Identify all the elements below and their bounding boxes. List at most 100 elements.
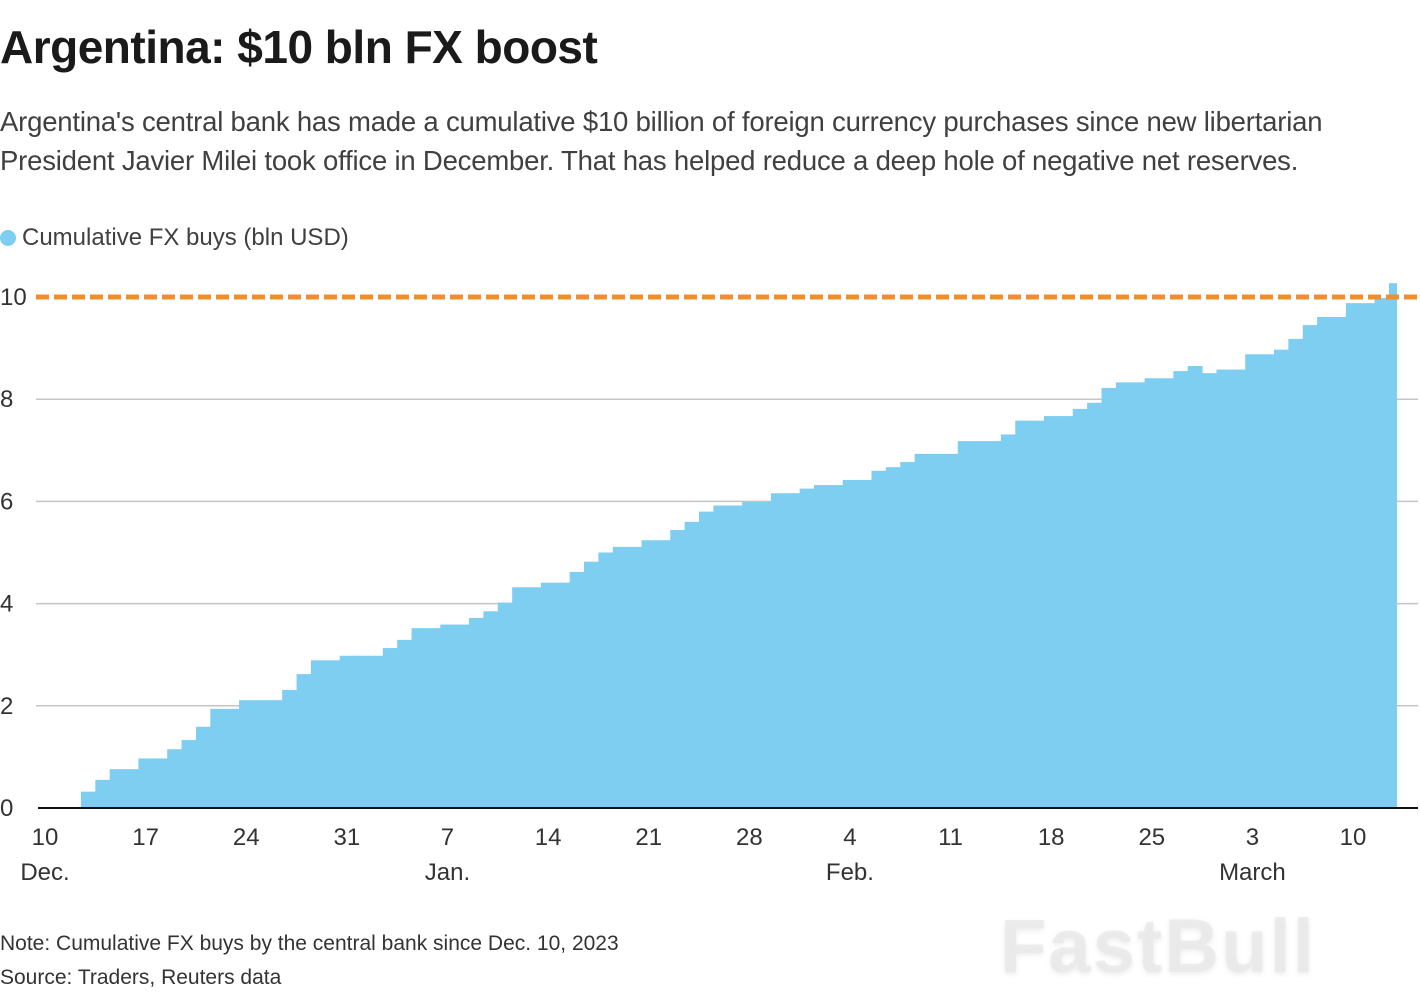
area-step bbox=[770, 493, 786, 808]
x-tick-label: 11 bbox=[938, 824, 963, 851]
area-step bbox=[296, 674, 312, 808]
area-step bbox=[325, 660, 341, 808]
area-step bbox=[1245, 354, 1261, 808]
area-step bbox=[957, 441, 973, 808]
area-step bbox=[727, 505, 743, 808]
x-tick-label: 17 bbox=[132, 824, 159, 851]
area-step bbox=[584, 561, 599, 808]
x-month-label: Dec. bbox=[20, 859, 69, 886]
x-month-label: March bbox=[1219, 859, 1286, 886]
area-step bbox=[943, 453, 959, 808]
x-tick-label: 14 bbox=[535, 824, 562, 851]
area-step bbox=[1388, 283, 1397, 808]
area-step bbox=[138, 758, 154, 808]
area-step bbox=[598, 552, 614, 808]
x-axis: 10 Dec. 17 24 31 7 Jan. 14 21 28 4 Feb. 11 18 25 3 March… bbox=[20, 807, 1418, 886]
y-tick-label: 2 bbox=[0, 693, 13, 720]
area-step bbox=[785, 493, 801, 808]
y-tick-label: 0 bbox=[0, 795, 13, 822]
area-step bbox=[699, 511, 714, 808]
chart-source: Source: Traders, Reuters data bbox=[0, 966, 282, 989]
area-step bbox=[569, 571, 585, 808]
area-step bbox=[1043, 416, 1059, 808]
area-step bbox=[152, 758, 168, 808]
area-step bbox=[253, 700, 269, 808]
y-tick-label: 4 bbox=[0, 591, 13, 618]
area-step bbox=[512, 587, 528, 808]
x-tick-label: 21 bbox=[635, 824, 662, 851]
area-step bbox=[382, 648, 398, 808]
area-step bbox=[612, 546, 628, 808]
area-step bbox=[1360, 303, 1376, 808]
area-step bbox=[1101, 387, 1117, 808]
area-step bbox=[857, 479, 873, 808]
area-step bbox=[1015, 420, 1031, 808]
area-step bbox=[655, 540, 671, 808]
area-step bbox=[181, 740, 197, 808]
x-tick-label: 18 bbox=[1038, 824, 1065, 851]
area-step bbox=[454, 624, 470, 808]
area-step bbox=[756, 501, 772, 808]
legend-label: Cumulative FX buys (bln USD) bbox=[22, 224, 349, 251]
area-step bbox=[986, 441, 1002, 808]
area-step bbox=[483, 611, 499, 808]
y-tick-label: 8 bbox=[0, 386, 13, 413]
area-step bbox=[1187, 365, 1203, 808]
area-step bbox=[1317, 316, 1332, 808]
area-step bbox=[339, 655, 355, 808]
area-step bbox=[1029, 420, 1045, 808]
area-step bbox=[80, 791, 96, 808]
area-step bbox=[828, 485, 844, 808]
area-step bbox=[397, 639, 413, 808]
area-step bbox=[842, 479, 858, 808]
area-step bbox=[469, 617, 484, 808]
y-tick-label: 6 bbox=[0, 488, 13, 515]
area-step bbox=[1288, 338, 1304, 808]
area-step bbox=[1115, 382, 1131, 808]
area-step bbox=[929, 453, 944, 808]
area-step bbox=[282, 689, 298, 808]
x-tick-label: 3 bbox=[1246, 824, 1259, 851]
y-axis: 0 2 4 6 8 10 bbox=[0, 284, 27, 822]
area-step bbox=[1216, 369, 1232, 808]
area-step bbox=[1374, 298, 1390, 808]
x-tick-label: 10 bbox=[32, 824, 59, 851]
x-tick-label: 7 bbox=[441, 824, 454, 851]
x-tick-label: 4 bbox=[843, 824, 856, 851]
x-month-label: Feb. bbox=[826, 859, 874, 886]
area-step bbox=[210, 708, 226, 808]
area-step bbox=[425, 628, 441, 808]
x-month-label: Jan. bbox=[425, 859, 470, 886]
area-step bbox=[627, 546, 643, 808]
area-step bbox=[1087, 402, 1102, 808]
area-step bbox=[684, 521, 700, 808]
area-step bbox=[1058, 416, 1074, 808]
area-step bbox=[124, 769, 139, 808]
x-tick-label: 25 bbox=[1138, 824, 1165, 851]
area-step bbox=[914, 453, 930, 808]
area-step bbox=[641, 540, 657, 808]
x-tick-label: 10 bbox=[1340, 824, 1367, 851]
area-step bbox=[555, 582, 571, 808]
area-step bbox=[1158, 378, 1174, 808]
area-step bbox=[411, 628, 427, 808]
area-step bbox=[871, 470, 887, 808]
area-step bbox=[713, 505, 729, 808]
area-step bbox=[1130, 382, 1146, 808]
area-step bbox=[354, 655, 369, 808]
area-step bbox=[440, 624, 456, 808]
area-step bbox=[1273, 349, 1289, 808]
area-step bbox=[95, 779, 111, 808]
area-step bbox=[526, 587, 542, 808]
area-step bbox=[167, 749, 183, 808]
area-step bbox=[799, 488, 815, 808]
area-step bbox=[368, 655, 384, 808]
area-step bbox=[1202, 373, 1217, 808]
chart-note: Note: Cumulative FX buys by the central … bbox=[0, 932, 619, 955]
area-step bbox=[972, 441, 987, 808]
legend-swatch bbox=[0, 230, 16, 246]
y-tick-label: 10 bbox=[0, 284, 27, 311]
area-step bbox=[900, 462, 916, 808]
area-step bbox=[310, 660, 326, 808]
